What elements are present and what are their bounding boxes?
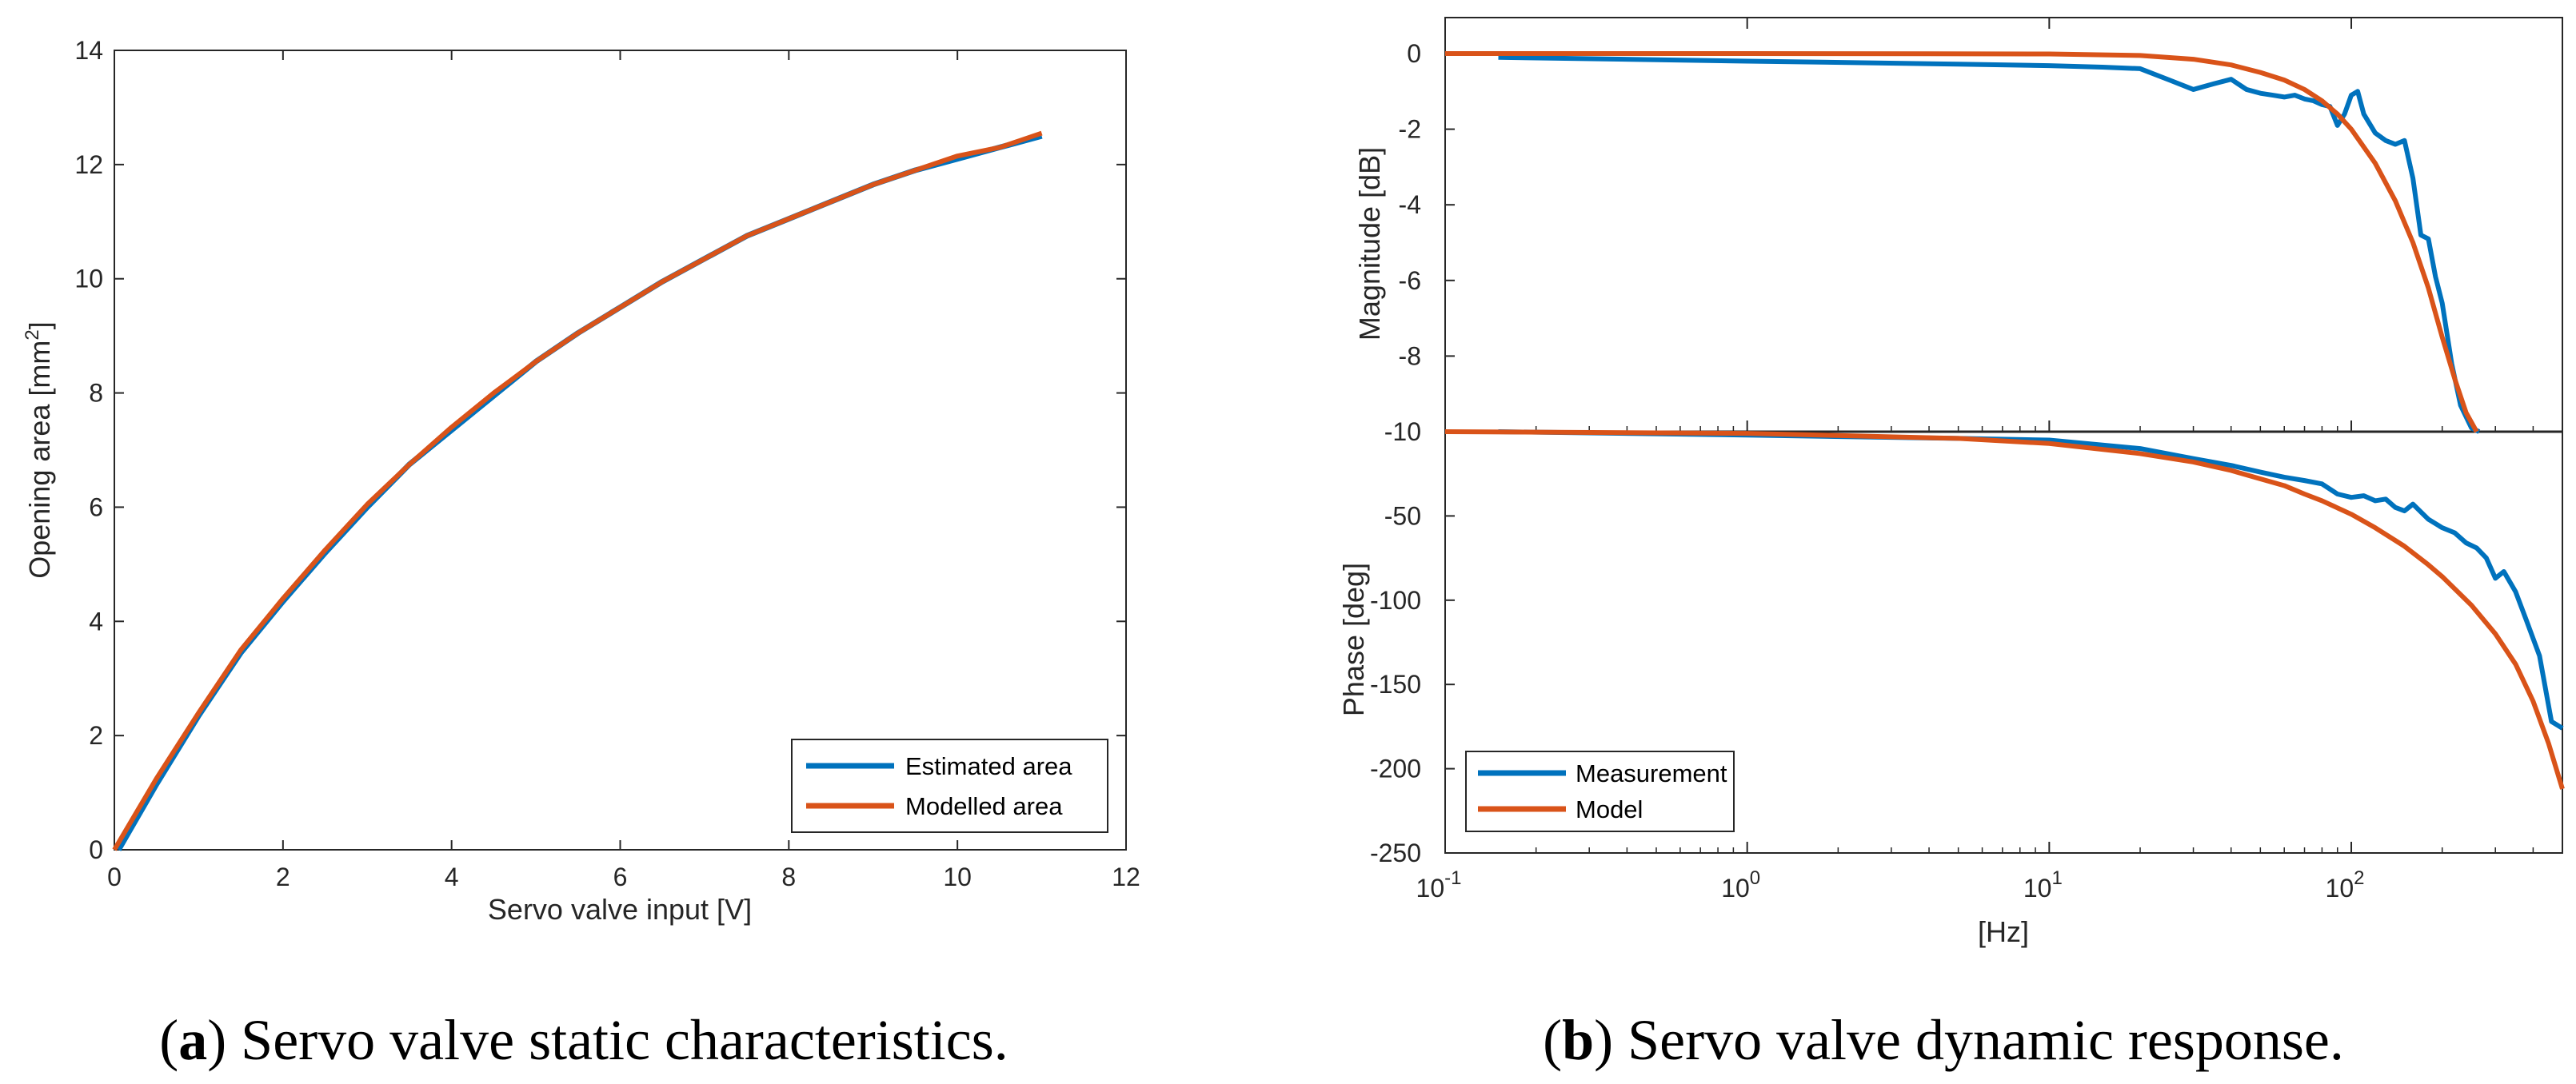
plot-area-a — [114, 50, 1127, 851]
legend-label-model: Model — [1576, 795, 1643, 823]
y-tick-label-magnitude: -6 — [1399, 266, 1421, 295]
x-tick-label-a: 4 — [445, 863, 459, 891]
y-axis-label-magnitude: Magnitude [dB] — [1353, 147, 1386, 341]
x-tick-label-a: 6 — [613, 863, 628, 891]
x-tick-exponent: 0 — [1750, 867, 1760, 889]
x-tick-exponent: -1 — [1444, 867, 1461, 889]
x-tick-label-a: 2 — [276, 863, 290, 891]
phase-line-measurement — [1498, 429, 2564, 731]
y-tick-label-phase: -100 — [1370, 586, 1421, 615]
legend-box-b — [1465, 751, 1735, 832]
x-tick-exponent: 1 — [2051, 867, 2062, 889]
x-tick-base: 10 — [1721, 874, 1750, 903]
y-tick-label-magnitude: -8 — [1399, 341, 1421, 370]
y-tick-label-phase: -150 — [1370, 670, 1421, 699]
magnitude-line-model — [1445, 51, 2479, 433]
y-tick-label-phase: -50 — [1384, 501, 1421, 530]
y-tick-label-a: 2 — [89, 721, 103, 750]
static-characteristics-chart: 0 2 4 6 8 10 12 0 2 4 6 8 10 12 14 Servo valve input [… — [22, 36, 1140, 926]
x-tick-label-a: 0 — [107, 863, 122, 891]
x-tick-base: 10 — [2326, 874, 2354, 903]
legend-label-modelled: Modelled area — [905, 792, 1063, 820]
x-tick-base: 10 — [1416, 874, 1445, 903]
y-tick-label-a: 10 — [74, 265, 103, 293]
x-tick-label-b: 10-1 — [1416, 867, 1462, 903]
series-group-b — [1444, 51, 2565, 790]
legend-label-estimated: Estimated area — [905, 752, 1072, 780]
y-tick-label-a: 14 — [74, 36, 103, 65]
x-tick-exponent: 2 — [2354, 867, 2364, 889]
x-tick-base: 10 — [2023, 874, 2052, 903]
x-axis-label-a: Servo valve input [V] — [488, 893, 752, 926]
legend-box-a — [791, 739, 1108, 833]
x-tick-label-a: 8 — [781, 863, 796, 891]
phase-line-model — [1444, 429, 2565, 790]
x-axis-label-hz: [Hz] — [1978, 915, 2029, 948]
caption-a: (a) Servo valve static characteristics. — [159, 1008, 1008, 1072]
x-tick-label-a: 12 — [1112, 863, 1140, 891]
y-tick-label-phase: -200 — [1370, 755, 1421, 783]
y-tick-label-magnitude: -2 — [1399, 115, 1421, 144]
caption-b: (b) Servo valve dynamic response. — [1543, 1008, 2344, 1072]
y-tick-label-magnitude: 0 — [1407, 39, 1421, 68]
y-tick-label-a: 4 — [89, 607, 103, 636]
x-tick-label-a: 10 — [943, 863, 972, 891]
y-tick-label-a: 0 — [89, 835, 103, 864]
y-tick-label-magnitude: -10 — [1384, 417, 1421, 446]
y-axis-label-phase: Phase [deg] — [1337, 563, 1370, 716]
legend-a: Estimated area Modelled area — [791, 739, 1108, 833]
series-group-a — [112, 130, 1043, 851]
axis-ticks-a: 0 2 4 6 8 10 12 0 2 4 6 8 10 12 14 — [74, 36, 1140, 891]
legend-label-measurement: Measurement — [1576, 759, 1727, 787]
x-tick-label-b: 102 — [2326, 867, 2365, 903]
magnitude-line-measurement — [1498, 54, 2481, 434]
legend-b: Measurement Model — [1465, 751, 1735, 832]
y-tick-label-a: 6 — [89, 492, 103, 521]
series-line-modelled-area — [112, 130, 1043, 851]
plot-area-magnitude — [1444, 17, 2563, 432]
x-tick-label-b: 100 — [1721, 867, 1760, 903]
y-tick-label-a: 12 — [74, 150, 103, 179]
y-axis-label-a: Opening area [mm2] — [22, 321, 56, 579]
y-tick-label-phase: -250 — [1370, 839, 1421, 867]
y-tick-label-a: 8 — [89, 379, 103, 408]
x-tick-label-b: 101 — [2023, 867, 2063, 903]
y-tick-label-magnitude: -4 — [1399, 190, 1421, 219]
